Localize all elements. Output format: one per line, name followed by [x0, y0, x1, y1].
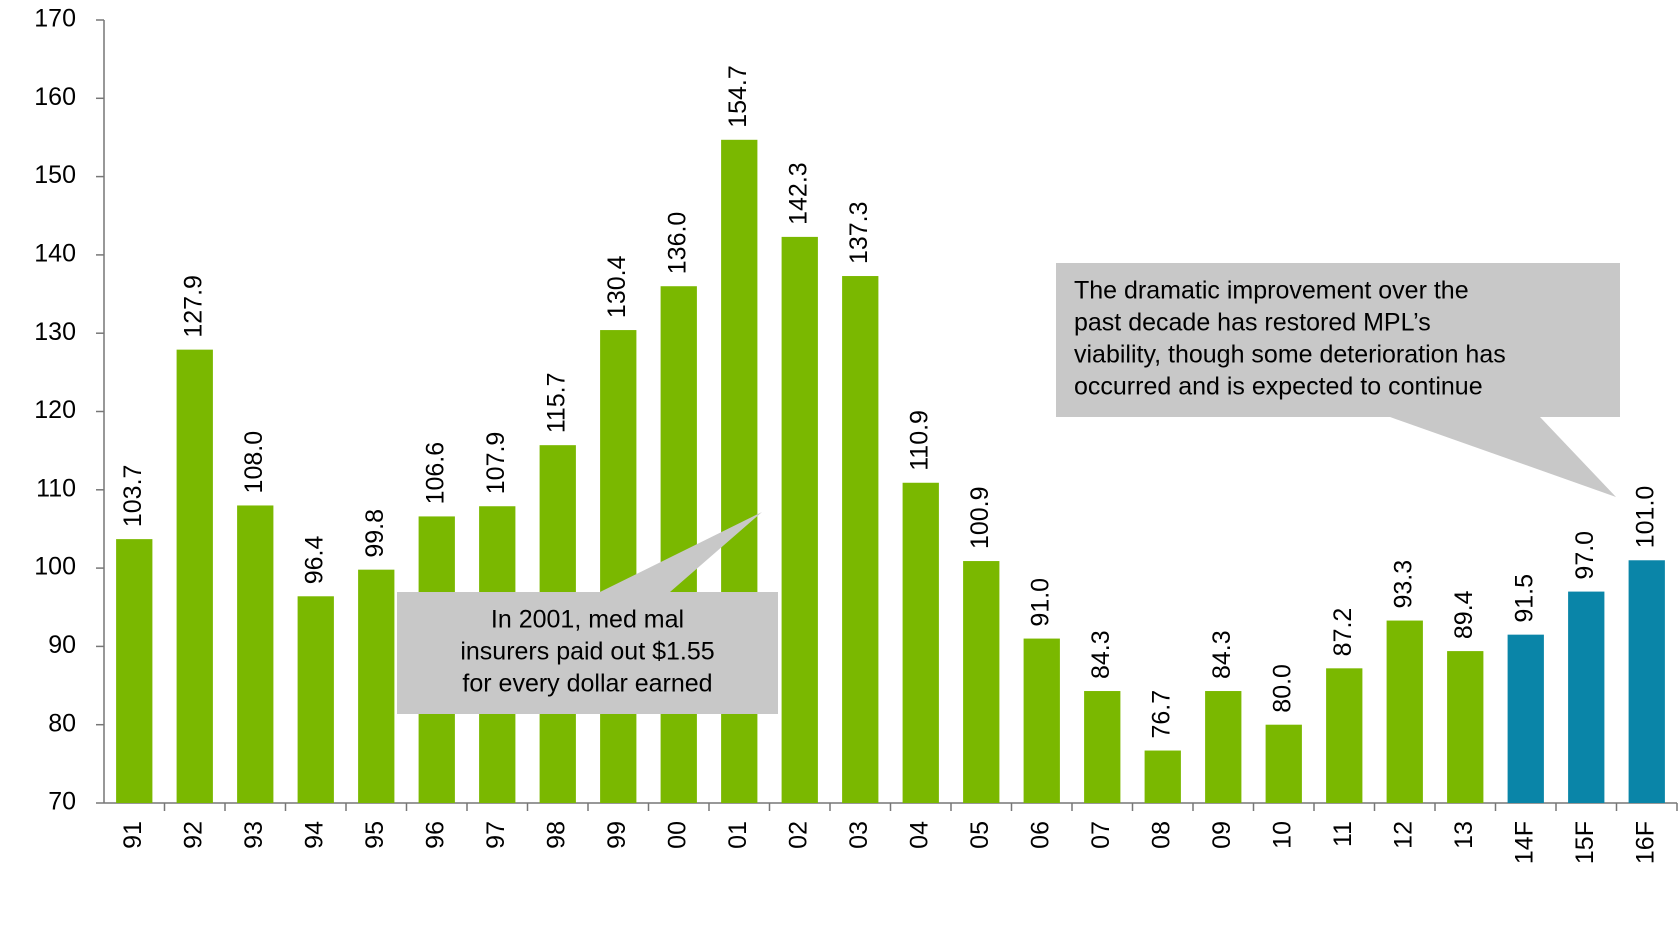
data-label: 103.7 — [119, 465, 147, 528]
data-label: 136.0 — [663, 212, 691, 275]
y-tick-label: 100 — [34, 553, 76, 581]
data-label: 137.3 — [845, 201, 873, 264]
bar — [842, 276, 879, 803]
bar — [358, 569, 395, 803]
bar — [1326, 668, 1363, 803]
y-tick-label: 160 — [34, 83, 76, 111]
bar — [1568, 591, 1605, 803]
x-tick-label: 07 — [1087, 821, 1115, 849]
y-tick-label: 70 — [48, 788, 76, 816]
bar — [600, 330, 637, 803]
data-label: 100.9 — [966, 486, 994, 549]
bar — [902, 482, 939, 803]
x-tick-label: 09 — [1208, 821, 1236, 849]
callout-text: In 2001, med mal — [491, 606, 684, 634]
data-label: 84.3 — [1087, 630, 1115, 679]
data-label: 142.3 — [784, 162, 812, 225]
callout-text: for every dollar earned — [462, 670, 712, 698]
bar — [176, 349, 213, 803]
x-tick-label: 02 — [784, 821, 812, 849]
callout-text: occurred and is expected to continue — [1074, 373, 1483, 401]
y-tick-label: 90 — [48, 631, 76, 659]
x-tick-label: 98 — [542, 821, 570, 849]
y-tick-label: 80 — [48, 709, 76, 737]
data-label: 89.4 — [1450, 590, 1478, 639]
x-tick-label: 12 — [1389, 821, 1417, 849]
data-label: 106.6 — [421, 442, 449, 505]
y-tick-label: 140 — [34, 240, 76, 268]
data-label: 87.2 — [1329, 608, 1357, 657]
x-tick-label: 10 — [1268, 821, 1296, 849]
x-tick-label: 00 — [663, 821, 691, 849]
x-tick-label: 03 — [845, 821, 873, 849]
data-label: 96.4 — [300, 536, 328, 585]
data-label: 154.7 — [724, 65, 752, 128]
x-tick-label: 96 — [421, 821, 449, 849]
bar — [1023, 638, 1060, 803]
x-tick-label: 06 — [1026, 821, 1054, 849]
data-label: 97.0 — [1571, 531, 1599, 580]
callout-pointer — [600, 512, 762, 592]
data-label: 108.0 — [240, 431, 268, 494]
bar — [1507, 634, 1544, 803]
data-label: 99.8 — [361, 509, 389, 558]
x-tick-label: 11 — [1329, 821, 1357, 847]
data-label: 80.0 — [1268, 664, 1296, 713]
bar — [660, 286, 697, 804]
bar — [1386, 620, 1423, 803]
x-tick-label: 97 — [482, 821, 510, 849]
x-tick-label: 16F — [1631, 821, 1659, 864]
data-label: 115.7 — [542, 372, 570, 433]
bar — [237, 505, 274, 803]
bar — [297, 596, 334, 803]
y-tick-label: 150 — [34, 161, 76, 189]
y-tick-label: 170 — [34, 5, 76, 33]
x-tick-label: 93 — [240, 821, 268, 849]
callout-text: viability, though some deterioration has — [1074, 341, 1506, 369]
data-label: 91.5 — [1510, 574, 1538, 623]
data-label: 101.0 — [1631, 486, 1659, 549]
y-tick-label: 120 — [34, 396, 76, 424]
data-label: 91.0 — [1026, 578, 1054, 627]
y-tick-label: 130 — [34, 318, 76, 346]
data-label: 76.7 — [1147, 690, 1175, 739]
x-tick-label: 08 — [1147, 821, 1175, 849]
x-tick-label: 92 — [179, 821, 207, 849]
bar — [1447, 651, 1484, 803]
callout-text: The dramatic improvement over the — [1074, 277, 1469, 305]
data-label: 84.3 — [1208, 630, 1236, 679]
x-tick-label: 01 — [724, 821, 752, 849]
bar — [1084, 691, 1121, 803]
x-tick-label: 91 — [119, 821, 147, 849]
callout-text: insurers paid out $1.55 — [460, 638, 714, 666]
bar — [1144, 750, 1181, 803]
callout-box — [1056, 263, 1620, 417]
x-tick-label: 99 — [603, 821, 631, 849]
bar — [963, 561, 1000, 803]
x-tick-label: 15F — [1571, 821, 1599, 864]
callout-text: past decade has restored MPL’s — [1074, 309, 1431, 337]
x-tick-label: 05 — [966, 821, 994, 849]
x-tick-label: 13 — [1450, 821, 1478, 849]
bar — [781, 236, 818, 804]
x-tick-label: 14F — [1510, 821, 1538, 864]
data-label: 107.9 — [482, 432, 510, 495]
x-tick-label: 94 — [300, 821, 328, 849]
data-label: 110.9 — [905, 410, 933, 471]
bar — [116, 539, 153, 803]
data-label: 93.3 — [1389, 560, 1417, 609]
y-tick-label: 110 — [36, 474, 76, 502]
data-label: 127.9 — [179, 275, 207, 338]
bar — [1205, 691, 1242, 803]
bar — [1628, 560, 1665, 803]
x-tick-label: 95 — [361, 821, 389, 849]
data-label: 130.4 — [603, 255, 631, 318]
x-tick-label: 04 — [905, 821, 933, 849]
bar — [1265, 724, 1302, 803]
callout-pointer — [1390, 417, 1616, 497]
callout-box — [397, 592, 778, 714]
